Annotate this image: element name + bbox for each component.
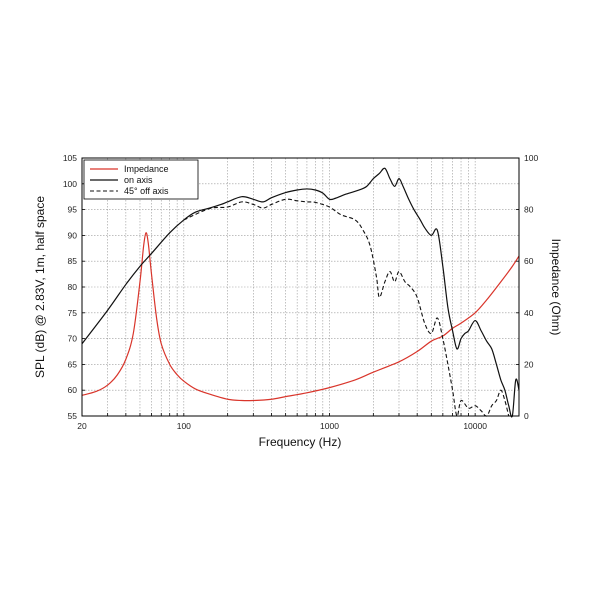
y2-tick-label: 80 xyxy=(524,205,534,215)
x-tick-label: 20 xyxy=(77,421,87,431)
y2-tick-label: 0 xyxy=(524,411,529,421)
legend-label-off-axis: 45° off axis xyxy=(124,186,169,196)
y-tick-label: 105 xyxy=(63,153,77,163)
y2-axis-title: Impedance (Ohm) xyxy=(549,239,563,336)
legend-label-impedance: Impedance xyxy=(124,164,169,174)
y-tick-label: 60 xyxy=(68,385,78,395)
y2-tick-label: 20 xyxy=(524,359,534,369)
y-tick-label: 80 xyxy=(68,282,78,292)
x-axis-title: Frequency (Hz) xyxy=(259,435,342,449)
series-line-on-axis xyxy=(81,167,520,418)
x-tick-label: 100 xyxy=(177,421,191,431)
y-tick-label: 90 xyxy=(68,230,78,240)
y-tick-label: 95 xyxy=(68,205,78,215)
y2-tick-label: 100 xyxy=(524,153,538,163)
legend: Impedance on axis 45° off axis xyxy=(83,159,199,200)
axis-ticks: 55 60 65 70 75 80 85 90 95 100 105 0 20 40 60 80 100 20 10… xyxy=(63,153,539,431)
x-tick-label: 10000 xyxy=(463,421,487,431)
y-axis-title: SPL (dB) @ 2.83V, 1m, half space xyxy=(33,196,47,378)
y-tick-label: 100 xyxy=(63,179,77,189)
y-tick-label: 70 xyxy=(68,334,78,344)
y-tick-label: 85 xyxy=(68,256,78,266)
y2-tick-label: 40 xyxy=(524,308,534,318)
plot-area xyxy=(81,167,520,418)
legend-label-on-axis: on axis xyxy=(124,175,153,185)
y-tick-label: 65 xyxy=(68,359,78,369)
y-tick-label: 55 xyxy=(68,411,78,421)
x-tick-label: 1000 xyxy=(320,421,339,431)
y2-tick-label: 60 xyxy=(524,256,534,266)
series-line-off-axis xyxy=(183,198,510,417)
y-tick-label: 75 xyxy=(68,308,78,318)
